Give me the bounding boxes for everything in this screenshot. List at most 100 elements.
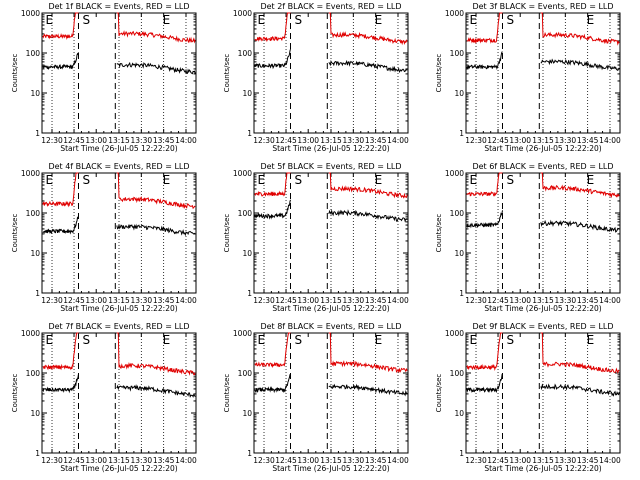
y-axis-label: Counts/sec [435, 214, 443, 253]
x-tick-label: 12:30 [465, 296, 487, 305]
x-axis-label: Start Time (26-Jul-05 12:22:20) [60, 144, 177, 153]
x-tick-label: 12:45 [487, 136, 509, 145]
y-tick-label: 10 [242, 249, 252, 258]
lld-series-line [42, 332, 196, 376]
x-tick-label: 13:00 [509, 136, 531, 145]
y-axis-label: Counts/sec [11, 214, 19, 253]
x-tick-label: 13:15 [320, 296, 342, 305]
x-tick-label: 12:45 [275, 136, 297, 145]
y-tick-label: 1000 [21, 329, 40, 338]
events-series-line [42, 52, 196, 75]
y-tick-label: 100 [450, 209, 465, 218]
x-tick-label: 13:15 [320, 136, 342, 145]
x-tick-label: 13:00 [297, 296, 319, 305]
time-marker-e: E [470, 333, 478, 347]
chart-title: Det 4f BLACK = Events, RED = LLD [48, 162, 189, 171]
x-tick-label: 13:15 [532, 296, 554, 305]
lld-series-line [466, 332, 620, 374]
x-tick-label: 12:30 [465, 456, 487, 465]
y-tick-label: 100 [238, 369, 253, 378]
time-marker-s: S [295, 173, 303, 187]
x-axis-label: Start Time (26-Jul-05 12:22:20) [484, 144, 601, 153]
time-marker-e: E [587, 333, 595, 347]
chart-panel-5: Det 5f BLACK = Events, RED = LLD 1 10 100 10… [223, 162, 409, 313]
chart-title: Det 9f BLACK = Events, RED = LLD [472, 322, 613, 331]
y-axis-label: Counts/sec [11, 374, 19, 413]
y-tick-label: 1 [459, 129, 464, 138]
y-axis-label: Counts/sec [435, 54, 443, 93]
x-tick-label: 13:15 [108, 296, 130, 305]
events-series-line [254, 373, 408, 397]
x-tick-label: 12:30 [41, 136, 63, 145]
x-tick-label: 12:45 [487, 456, 509, 465]
lld-series-line [42, 172, 196, 210]
chart-title: Det 8f BLACK = Events, RED = LLD [260, 322, 401, 331]
x-tick-label: 13:15 [532, 136, 554, 145]
y-tick-label: 100 [26, 209, 41, 218]
x-tick-label: 14:00 [175, 136, 197, 145]
x-axis-label: Start Time (26-Jul-05 12:22:20) [272, 304, 389, 313]
x-tick-label: 13:30 [343, 136, 365, 145]
time-marker-s: S [295, 13, 303, 27]
x-tick-label: 14:00 [387, 456, 409, 465]
chart-panel-7: Det 7f BLACK = Events, RED = LLD 1 10 100 10… [11, 322, 197, 473]
y-axis-label: Counts/sec [11, 54, 19, 93]
x-tick-label: 13:00 [297, 456, 319, 465]
y-tick-label: 10 [242, 89, 252, 98]
chart-panel-3: Det 3f BLACK = Events, RED = LLD 1 10 100 10… [435, 2, 621, 153]
x-tick-label: 13:45 [577, 456, 599, 465]
x-tick-label: 13:30 [131, 456, 153, 465]
y-axis-label: Counts/sec [223, 54, 231, 93]
x-axis-label: Start Time (26-Jul-05 12:22:20) [484, 304, 601, 313]
y-tick-label: 1000 [233, 169, 252, 178]
time-marker-e: E [375, 333, 383, 347]
chart-title: Det 6f BLACK = Events, RED = LLD [472, 162, 613, 171]
lld-series-line [466, 12, 620, 46]
time-marker-e: E [470, 173, 478, 187]
events-series-line [254, 48, 408, 73]
x-tick-label: 14:00 [387, 296, 409, 305]
chart-panel-8: Det 8f BLACK = Events, RED = LLD 1 10 100 10… [223, 322, 409, 473]
x-tick-label: 12:30 [253, 456, 275, 465]
x-tick-label: 14:00 [599, 136, 621, 145]
lld-series-line [254, 172, 408, 199]
y-tick-label: 1000 [233, 9, 252, 18]
y-tick-label: 1000 [445, 329, 464, 338]
events-series-line [42, 216, 196, 237]
lld-series-line [466, 172, 620, 199]
x-tick-label: 12:45 [275, 296, 297, 305]
y-tick-label: 100 [450, 49, 465, 58]
y-tick-label: 10 [30, 249, 40, 258]
y-tick-label: 10 [454, 89, 464, 98]
time-marker-e: E [375, 173, 383, 187]
events-series-line [42, 373, 196, 398]
time-marker-e: E [258, 333, 266, 347]
time-marker-s: S [83, 13, 91, 27]
x-tick-label: 13:45 [365, 296, 387, 305]
x-tick-label: 13:00 [85, 296, 107, 305]
y-tick-label: 1000 [233, 329, 252, 338]
time-marker-e: E [46, 173, 54, 187]
x-tick-label: 13:45 [153, 456, 175, 465]
y-tick-label: 10 [30, 89, 40, 98]
chart-panel-6: Det 6f BLACK = Events, RED = LLD 1 10 100 10… [435, 162, 621, 313]
x-tick-label: 13:30 [343, 456, 365, 465]
y-tick-label: 1 [35, 129, 40, 138]
time-marker-s: S [507, 13, 515, 27]
x-tick-label: 14:00 [175, 456, 197, 465]
x-tick-label: 13:15 [108, 136, 130, 145]
x-tick-label: 13:30 [131, 136, 153, 145]
chart-panel-1: Det 1f BLACK = Events, RED = LLD 1 10 100 10… [11, 2, 197, 153]
events-series-line [254, 199, 408, 223]
x-tick-label: 13:30 [343, 296, 365, 305]
time-marker-e: E [587, 13, 595, 27]
chart-panel-2: Det 2f BLACK = Events, RED = LLD 1 10 100 10… [223, 2, 409, 153]
x-tick-label: 13:45 [365, 456, 387, 465]
x-axis-label: Start Time (26-Jul-05 12:22:20) [272, 464, 389, 473]
time-marker-e: E [258, 173, 266, 187]
x-tick-label: 13:15 [532, 456, 554, 465]
y-tick-label: 1000 [21, 9, 40, 18]
time-marker-e: E [470, 13, 478, 27]
chart-panel-4: Det 4f BLACK = Events, RED = LLD 1 10 100 10… [11, 162, 197, 313]
chart-title: Det 5f BLACK = Events, RED = LLD [260, 162, 401, 171]
